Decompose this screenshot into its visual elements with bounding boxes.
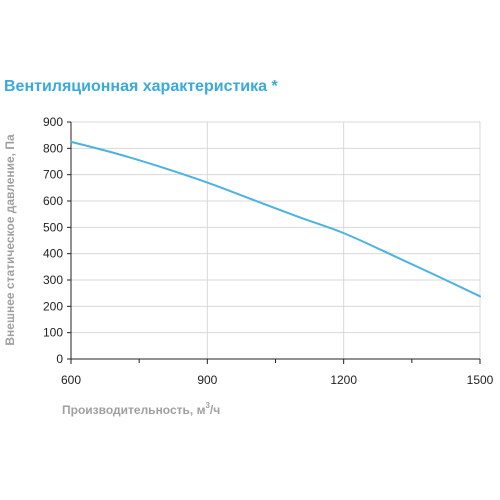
y-tick-label-300: 300 [43,273,63,287]
y-tick-label-900: 900 [43,115,63,129]
y-tick-label-600: 600 [43,194,63,208]
tick-labels: 0 100 200 300 400 500 600 700 800 900 600 900 1200 15… [43,115,494,387]
x-tick-label-900: 900 [197,373,217,387]
x-axis-title: Производительность, м3/ч [62,401,220,417]
y-axis-title: Внешнее статическое давление, Па [3,134,17,346]
x-tick-label-1200: 1200 [330,373,357,387]
series-line-0 [70,140,481,298]
y-tick-label-400: 400 [43,247,63,261]
x-axis-title-suffix: /ч [210,403,220,417]
y-tick-label-100: 100 [43,326,63,340]
x-tick-label-600: 600 [61,373,81,387]
x-tick-label-1500: 1500 [467,373,494,387]
axes [67,121,481,364]
grid [71,121,481,359]
y-tick-label-200: 200 [43,299,63,313]
series [70,140,481,298]
y-tick-label-800: 800 [43,141,63,155]
x-axis-title-main: Производительность, м [62,403,206,417]
x-axis-title-sup: 3 [205,401,210,410]
y-tick-label-0: 0 [56,352,63,366]
y-tick-label-500: 500 [43,220,63,234]
chart-title: Вентиляционная характеристика * [4,78,278,95]
y-tick-label-700: 700 [43,168,63,182]
